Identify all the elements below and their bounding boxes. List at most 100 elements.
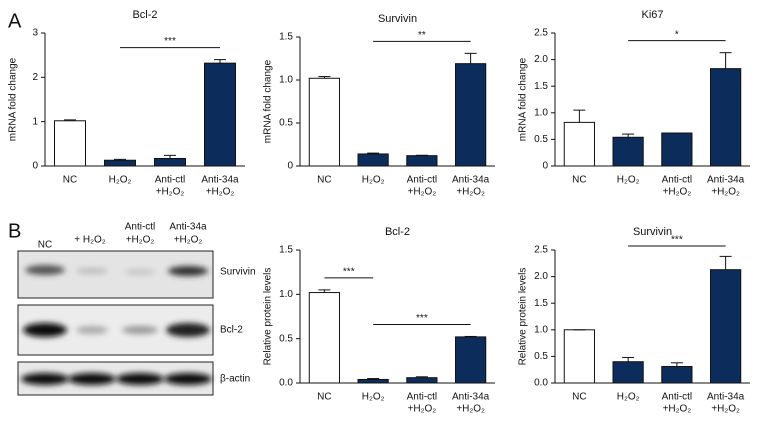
band xyxy=(25,265,65,275)
y-tick-label: 2.0 xyxy=(534,54,548,65)
chart-title: Survivin xyxy=(378,13,417,25)
y-tick-label: 1 xyxy=(32,116,38,127)
western-blot: NC + H₂O₂ Anti-ctl +H₂O₂ Anti-34a +H₂O₂ … xyxy=(17,222,256,396)
x-tick-label: Anti-ctl xyxy=(662,392,693,403)
chart-title: Bcl-2 xyxy=(385,226,410,238)
y-axis-label: Relative protein levels xyxy=(263,268,274,366)
error-bar xyxy=(367,152,380,154)
x-tick-label: Anti-34a xyxy=(707,175,745,186)
band xyxy=(168,266,208,276)
band xyxy=(68,373,116,385)
y-tick-label: 0.5 xyxy=(279,333,293,344)
bar xyxy=(154,157,186,167)
error-bar xyxy=(719,52,732,69)
x-tick-label: NC xyxy=(63,175,77,186)
x-tick-label: H₂O₂ xyxy=(362,392,385,403)
significance-label: ** xyxy=(418,30,426,41)
y-tick-label: 1.5 xyxy=(279,32,293,43)
x-tick-label: Anti-ctl xyxy=(662,175,693,186)
x-tick-label: Anti-34a xyxy=(452,392,490,403)
x-tick-label: +H₂O₂ xyxy=(156,187,185,198)
x-tick-label: +H₂O₂ xyxy=(711,404,740,415)
x-tick-label: H₂O₂ xyxy=(109,175,132,186)
lane-label: Anti-34a xyxy=(169,222,207,233)
y-tick-label: 2.5 xyxy=(534,28,548,39)
x-tick-label: +H₂O₂ xyxy=(206,187,235,198)
lane-label: +H₂O₂ xyxy=(174,235,203,246)
y-axis-label: mRNA fold change xyxy=(518,57,529,141)
band xyxy=(164,373,212,385)
error-bar xyxy=(622,356,635,362)
x-tick-label: Anti-ctl xyxy=(407,175,438,186)
x-tick-label: +H₂O₂ xyxy=(456,187,485,198)
error-bar xyxy=(367,378,380,380)
bar xyxy=(455,336,487,384)
y-tick-label: 0.5 xyxy=(534,134,548,145)
x-tick-label: Anti-ctl xyxy=(407,392,438,403)
x-tick-label: NC xyxy=(317,392,331,403)
y-tick-label: 0.0 xyxy=(534,378,548,389)
x-tick-label: Anti-ctl xyxy=(155,175,186,186)
y-tick-label: 1.0 xyxy=(534,107,548,118)
error-bar xyxy=(214,59,226,64)
significance-label: *** xyxy=(671,235,683,246)
y-tick-label: 3 xyxy=(32,28,38,39)
band xyxy=(124,269,156,275)
row-label: Bcl-2 xyxy=(220,325,243,336)
x-tick-label: +H₂O₂ xyxy=(408,404,437,415)
x-tick-label: NC xyxy=(572,175,586,186)
x-tick-label: H₂O₂ xyxy=(617,175,640,186)
y-tick-label: 1.0 xyxy=(534,324,548,335)
x-tick-label: NC xyxy=(317,175,331,186)
bar xyxy=(710,68,742,167)
significance-label: *** xyxy=(416,313,428,324)
error-bar xyxy=(415,376,428,378)
x-tick-label: +H₂O₂ xyxy=(456,404,485,415)
bar xyxy=(661,366,693,384)
x-tick-label: NC xyxy=(572,392,586,403)
bar xyxy=(204,62,236,167)
x-tick-label: Anti-34a xyxy=(452,175,490,186)
y-tick-label: 1.0 xyxy=(279,289,293,300)
band xyxy=(76,268,108,274)
y-axis-label: mRNA fold change xyxy=(8,57,19,141)
bar xyxy=(357,153,389,167)
band xyxy=(122,326,158,334)
x-tick-label: +H₂O₂ xyxy=(711,187,740,198)
error-bar xyxy=(464,52,477,64)
bar xyxy=(357,378,389,384)
y-tick-label: 0.5 xyxy=(279,118,293,129)
x-tick-label: Anti-34a xyxy=(707,392,745,403)
y-tick-label: 0 xyxy=(542,161,548,172)
error-bar xyxy=(164,154,176,159)
error-bar xyxy=(622,133,635,138)
significance-label: * xyxy=(675,29,679,40)
panel-label: A xyxy=(8,10,22,32)
lane-label: NC xyxy=(38,240,52,251)
y-tick-label: 0 xyxy=(287,161,293,172)
panel-label: B xyxy=(8,220,21,242)
y-tick-label: 2.0 xyxy=(534,271,548,282)
y-tick-label: 1.5 xyxy=(534,298,548,309)
error-bar xyxy=(670,362,683,367)
x-tick-label: H₂O₂ xyxy=(362,175,385,186)
bar xyxy=(406,377,438,384)
band xyxy=(21,373,69,385)
error-bar xyxy=(719,255,732,270)
x-tick-label: +H₂O₂ xyxy=(408,187,437,198)
chart-title: Survivin xyxy=(633,226,672,238)
band xyxy=(76,326,108,334)
row-label: Survivin xyxy=(220,267,256,278)
error-bar xyxy=(318,289,331,293)
error-bar xyxy=(64,119,76,121)
y-tick-label: 1.5 xyxy=(279,245,293,256)
y-axis-label: mRNA fold change xyxy=(263,59,274,143)
y-tick-label: 0 xyxy=(32,161,38,172)
significance-label: *** xyxy=(164,36,176,47)
error-bar xyxy=(114,158,126,161)
bar xyxy=(612,361,644,384)
y-tick-label: 1.0 xyxy=(279,75,293,86)
x-tick-label: +H₂O₂ xyxy=(663,187,692,198)
bar xyxy=(612,136,644,167)
